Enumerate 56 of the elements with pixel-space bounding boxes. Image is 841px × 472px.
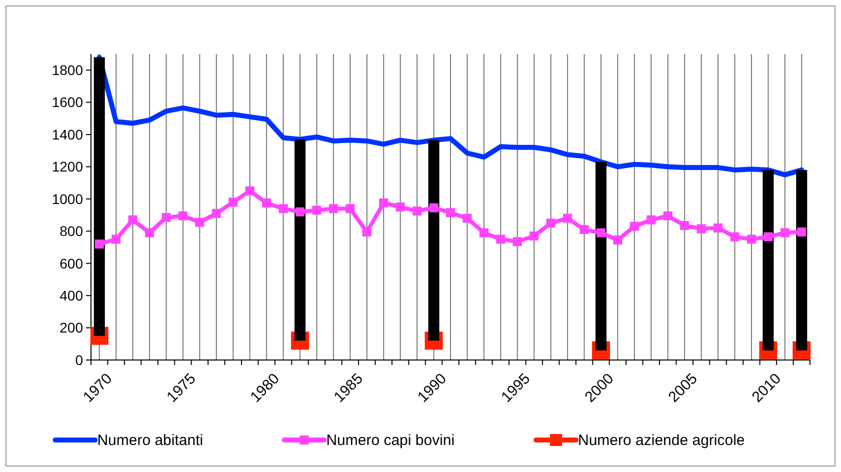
point: [278, 204, 288, 214]
point: [296, 207, 305, 216]
point: [630, 222, 639, 231]
point: [379, 198, 388, 208]
point: [94, 240, 104, 249]
legend-label: Numero capi bovini: [326, 432, 455, 449]
point: [479, 228, 488, 238]
point: [396, 202, 405, 212]
point: [680, 221, 690, 230]
point: [346, 204, 355, 214]
point: [178, 211, 188, 220]
y-tick-label: 800: [60, 223, 84, 240]
point: [530, 231, 539, 240]
point: [613, 236, 622, 245]
point: [496, 234, 506, 244]
point: [512, 237, 522, 246]
point: [730, 232, 740, 242]
point: [580, 225, 589, 234]
point: [797, 227, 806, 236]
y-tick-label: 200: [60, 320, 84, 336]
point: [195, 218, 204, 227]
point: [780, 228, 790, 238]
y-tick-label: 1600: [52, 94, 84, 110]
point: [546, 218, 556, 228]
y-tick-label: 600: [60, 255, 84, 272]
point: [162, 212, 171, 222]
point: [663, 211, 672, 220]
point: [596, 228, 606, 238]
point: [128, 215, 138, 224]
point: [429, 203, 438, 212]
point: [212, 208, 221, 218]
point: [262, 198, 272, 208]
point: [228, 198, 238, 207]
point: [563, 214, 572, 223]
y-tick-label: 1000: [52, 190, 84, 207]
point: [245, 186, 254, 196]
point: [696, 224, 706, 234]
point: [646, 215, 656, 224]
point: [328, 204, 338, 214]
point: [112, 234, 121, 244]
point: [746, 234, 756, 244]
y-tick-label: 0: [75, 352, 84, 368]
point: [412, 206, 422, 216]
point: [764, 232, 773, 242]
point: [446, 208, 455, 218]
y-tick-label: 1200: [52, 158, 84, 175]
point: [362, 227, 372, 236]
y-tick-label: 400: [60, 287, 84, 304]
point: [145, 228, 154, 238]
legend-label: Numero abitanti: [97, 432, 204, 449]
y-tick-label: 1800: [52, 62, 84, 78]
legend-label: Numero aziende agricole: [578, 432, 745, 449]
point: [714, 223, 723, 232]
point: [312, 206, 322, 215]
point: [462, 214, 472, 223]
y-tick-label: 1400: [52, 126, 84, 142]
